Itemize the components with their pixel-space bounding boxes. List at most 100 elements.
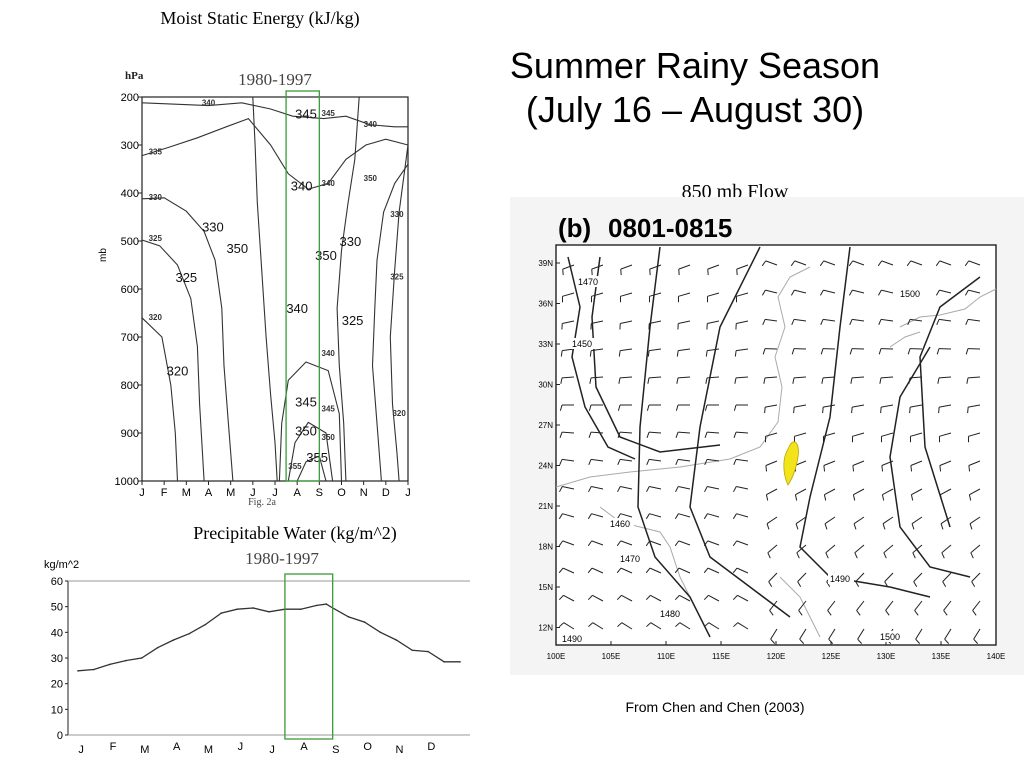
map-wind-barb	[909, 376, 923, 379]
mse-x-tick-label: J	[405, 487, 411, 499]
map-wind-barb	[708, 622, 720, 630]
map-wind-barb-flag	[972, 610, 977, 616]
map-wind-barb	[562, 486, 575, 490]
pw-x-tick-label: D	[427, 741, 435, 753]
map-wind-barb	[972, 600, 981, 611]
map-wind-barb	[591, 348, 604, 352]
map-wind-barb	[939, 404, 952, 408]
map-wind-barb-flag	[617, 459, 621, 466]
mse-y-tick-label: 800	[121, 380, 139, 392]
map-height-contour	[637, 246, 711, 638]
pw-data-point	[140, 657, 143, 659]
map-contour-label-bg	[898, 288, 924, 299]
map-wind-barb-flag	[761, 289, 766, 296]
map-wind-barb-flag	[907, 319, 911, 326]
mse-title: 1980-1997	[238, 70, 312, 89]
map-wind-barb-flag	[732, 595, 738, 601]
map-wind-barb-flag	[588, 622, 594, 628]
map-contour-label: 1480	[660, 609, 680, 619]
map-wind-barb	[765, 404, 778, 408]
map-wind-barb-flag	[762, 348, 766, 355]
mse-y-tick-label: 600	[121, 284, 139, 296]
map-lon-label: 130E	[877, 652, 896, 661]
pw-data-point	[93, 668, 95, 671]
map-contour-label: 1500	[880, 632, 900, 642]
map-wind-barb-flag	[795, 523, 799, 530]
map-wind-barb	[592, 594, 604, 602]
map-contour-label-bg	[658, 608, 684, 619]
map-wind-barb-flag	[965, 348, 969, 355]
map-wind-barb	[910, 432, 923, 437]
map-wind-barb-flag	[912, 552, 916, 559]
mse-contour-label: 330	[202, 219, 224, 234]
mse-contour-label-small: 320	[392, 409, 406, 418]
map-wind-barb-flag	[617, 431, 621, 438]
map-wind-barb	[620, 292, 633, 297]
map-wind-barb	[619, 376, 633, 379]
map-wind-barb	[881, 289, 894, 294]
map-wind-barb	[765, 432, 778, 437]
map-wind-barb-flag	[646, 486, 650, 493]
map-wind-barb	[854, 544, 865, 554]
map-wind-barb-flag	[704, 622, 710, 628]
pw-y-tick-label: 40	[51, 627, 63, 639]
map-wind-barb-flag	[849, 348, 853, 355]
map-wind-barb-flag	[589, 350, 592, 357]
map-wind-barb	[590, 431, 604, 434]
mse-contour-label: 350	[295, 423, 317, 438]
map-wind-barb-flag	[914, 610, 919, 616]
map-wind-barb-flag	[821, 377, 824, 384]
map-wind-barb-flag	[703, 513, 708, 520]
map-wind-barb	[940, 516, 952, 525]
map-wind-barb-flag	[877, 260, 883, 267]
pw-y-tick-label: 30	[51, 653, 63, 665]
map-wind-barb-flag	[910, 494, 914, 501]
map-lon-label: 135E	[932, 652, 951, 661]
map-wind-barb	[707, 348, 720, 352]
mse-contour-label-small: 345	[322, 404, 336, 413]
map-wind-barb-flag	[645, 567, 651, 574]
map-wind-barb	[563, 622, 575, 630]
map-wind-barb-flag	[966, 377, 969, 384]
map-wind-barb-flag	[618, 377, 621, 384]
map-wind-barb	[619, 431, 633, 434]
map-wind-barb	[620, 486, 633, 490]
map-lat-label: 30N	[538, 381, 553, 390]
mse-x-tick-label: M	[226, 487, 235, 499]
map-wind-barb-flag	[646, 459, 650, 466]
map-wind-barb-flag	[734, 350, 737, 357]
map-wind-barb	[941, 544, 952, 554]
map-wind-barb	[793, 376, 807, 379]
map-wind-barb-flag	[937, 377, 940, 384]
map-wind-barb	[620, 348, 633, 352]
mse-x-tick-label: A	[205, 487, 213, 499]
map-wind-barb-flag	[588, 431, 592, 438]
map-wind-barb	[967, 376, 981, 379]
map-wind-barb-flag	[647, 377, 650, 384]
mse-contour-label-small: 340	[202, 99, 216, 108]
map-wind-barb-flag	[762, 319, 766, 326]
map-wind-barb	[591, 567, 604, 574]
mse-contour-line	[371, 163, 409, 482]
map-wind-barb	[591, 320, 604, 324]
pw-data-point	[395, 639, 398, 641]
map-contour-label-bg	[618, 553, 644, 564]
map-wind-barb	[707, 567, 720, 574]
map-wind-barb	[677, 376, 691, 379]
map-wind-barb	[736, 540, 749, 546]
pw-data-point	[156, 646, 159, 649]
mse-x-tick-label: J	[272, 487, 278, 499]
map-wind-barb	[591, 513, 604, 518]
mse-contour-label: 345	[295, 395, 317, 410]
map-wind-barb	[620, 513, 633, 518]
map-wind-barb-flag	[587, 513, 592, 520]
map-wind-barb	[794, 404, 807, 408]
map-wind-barb	[736, 292, 749, 297]
map-wind-barb-flag	[675, 404, 679, 411]
pw-x-tick-label: J	[238, 741, 244, 753]
map-contour-label: 1460	[610, 519, 630, 529]
map-wind-barb-flag	[938, 407, 940, 414]
map-wind-barb-flag	[913, 581, 918, 588]
pw-data-point	[109, 663, 111, 666]
map-wind-barb	[765, 318, 778, 322]
